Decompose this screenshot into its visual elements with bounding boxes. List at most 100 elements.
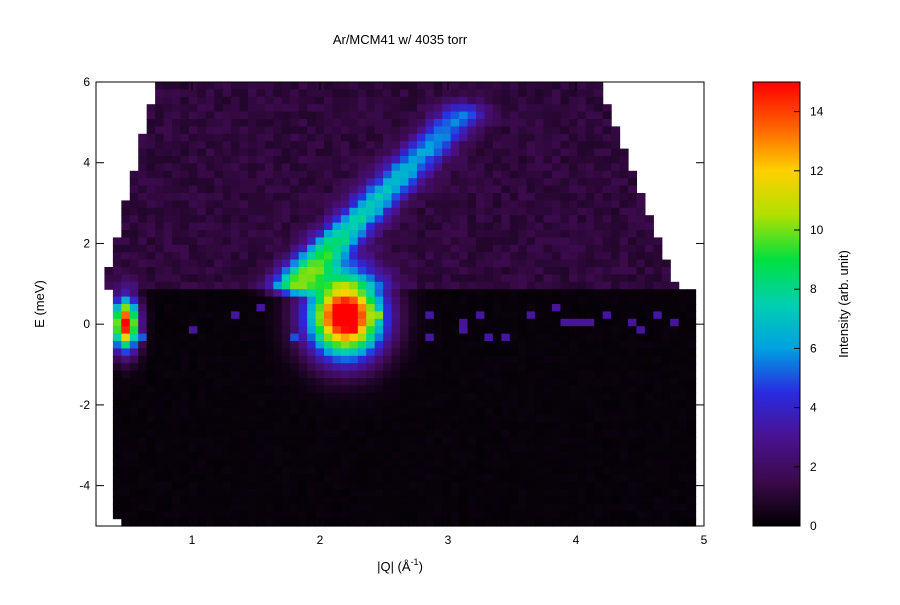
heatmap-cell bbox=[509, 385, 519, 394]
heatmap-cell bbox=[653, 437, 663, 446]
heatmap-cell bbox=[509, 178, 519, 187]
heatmap-cell bbox=[518, 89, 528, 98]
heatmap-cell bbox=[543, 259, 553, 268]
heatmap-cell bbox=[661, 370, 671, 379]
heatmap-cell bbox=[543, 156, 553, 164]
heatmap-cell bbox=[408, 511, 418, 520]
heatmap-cell bbox=[163, 96, 173, 105]
heatmap-cell bbox=[552, 148, 562, 157]
heatmap-cell bbox=[416, 141, 426, 150]
heatmap-cell bbox=[552, 341, 562, 349]
heatmap-cell bbox=[678, 459, 688, 468]
heatmap-cell bbox=[560, 267, 570, 275]
heatmap-cell bbox=[121, 452, 131, 460]
heatmap-cell bbox=[552, 422, 562, 431]
heatmap-cell bbox=[264, 148, 274, 157]
heatmap-cell bbox=[509, 259, 519, 268]
heatmap-cell bbox=[205, 267, 215, 275]
heatmap-cell bbox=[585, 141, 595, 150]
heatmap-cell bbox=[298, 200, 308, 209]
heatmap-cell bbox=[459, 318, 469, 327]
heatmap-cell bbox=[628, 296, 638, 305]
heatmap-cell bbox=[433, 259, 443, 268]
heatmap-cell bbox=[357, 148, 367, 157]
heatmap-cell bbox=[543, 163, 553, 172]
heatmap-cell bbox=[619, 437, 629, 446]
heatmap-cell bbox=[256, 148, 266, 157]
heatmap-cell bbox=[307, 89, 317, 98]
heatmap-cell bbox=[602, 326, 612, 335]
heatmap-cell bbox=[231, 437, 241, 446]
heatmap-cell bbox=[197, 104, 207, 113]
heatmap-cell bbox=[290, 104, 300, 113]
heatmap-cell bbox=[678, 326, 688, 335]
heatmap-cell bbox=[273, 207, 283, 216]
heatmap-cell bbox=[222, 341, 232, 349]
heatmap-cell bbox=[222, 503, 232, 512]
heatmap-cell bbox=[585, 281, 595, 290]
heatmap-cell bbox=[577, 370, 587, 379]
heatmap-cell bbox=[197, 133, 207, 142]
heatmap-cell bbox=[467, 341, 477, 349]
heatmap-cell bbox=[476, 200, 486, 209]
heatmap-cell bbox=[518, 119, 528, 127]
heatmap-cell bbox=[644, 385, 654, 394]
heatmap-cell bbox=[324, 503, 334, 512]
heatmap-cell bbox=[501, 200, 511, 209]
heatmap-cell bbox=[163, 333, 173, 342]
heatmap-cell bbox=[163, 163, 173, 172]
heatmap-cell bbox=[264, 429, 274, 438]
heatmap-cell bbox=[636, 274, 646, 283]
heatmap-cell bbox=[400, 289, 410, 298]
heatmap-cell bbox=[290, 237, 300, 246]
heatmap-cell bbox=[129, 296, 139, 305]
heatmap-cell bbox=[628, 511, 638, 520]
heatmap-cell bbox=[611, 244, 621, 253]
heatmap-cell bbox=[281, 178, 291, 187]
heatmap-cell bbox=[408, 89, 418, 98]
heatmap-cell bbox=[661, 466, 671, 475]
heatmap-cell bbox=[129, 466, 139, 475]
heatmap-cell bbox=[340, 400, 350, 409]
heatmap-cell bbox=[273, 230, 283, 238]
heatmap-cell bbox=[687, 452, 697, 460]
heatmap-cell bbox=[577, 170, 587, 179]
heatmap-cell bbox=[222, 82, 232, 90]
heatmap-cell bbox=[163, 185, 173, 194]
heatmap-cell bbox=[594, 392, 604, 401]
heatmap-cell bbox=[416, 200, 426, 209]
heatmap-cell bbox=[628, 422, 638, 431]
heatmap-cell bbox=[661, 437, 671, 446]
heatmap-cell bbox=[526, 244, 536, 253]
heatmap-cell bbox=[307, 230, 317, 238]
heatmap-cell bbox=[433, 407, 443, 416]
heatmap-cell bbox=[594, 518, 604, 527]
heatmap-cell bbox=[552, 518, 562, 527]
heatmap-cell bbox=[459, 89, 469, 98]
heatmap-cell bbox=[129, 185, 139, 194]
heatmap-cell bbox=[501, 148, 511, 157]
heatmap-cell bbox=[298, 363, 308, 372]
heatmap-cell bbox=[155, 429, 165, 438]
heatmap-cell bbox=[248, 222, 258, 231]
heatmap-cell bbox=[628, 267, 638, 275]
heatmap-cell bbox=[163, 348, 173, 357]
heatmap-cell bbox=[628, 281, 638, 290]
heatmap-cell bbox=[366, 222, 376, 231]
heatmap-cell bbox=[315, 244, 325, 253]
heatmap-cell bbox=[408, 252, 418, 261]
heatmap-cell bbox=[552, 193, 562, 201]
heatmap-cell bbox=[484, 370, 494, 379]
heatmap-cell bbox=[383, 444, 393, 453]
heatmap-cell bbox=[459, 326, 469, 335]
heatmap-cell bbox=[644, 481, 654, 490]
heatmap-cell bbox=[324, 392, 334, 401]
heatmap-cell bbox=[400, 474, 410, 483]
heatmap-cell bbox=[315, 459, 325, 468]
heatmap-cell bbox=[560, 518, 570, 527]
heatmap-cell bbox=[611, 148, 621, 157]
heatmap-cell bbox=[163, 503, 173, 512]
heatmap-cell bbox=[602, 104, 612, 113]
heatmap-cell bbox=[602, 215, 612, 224]
